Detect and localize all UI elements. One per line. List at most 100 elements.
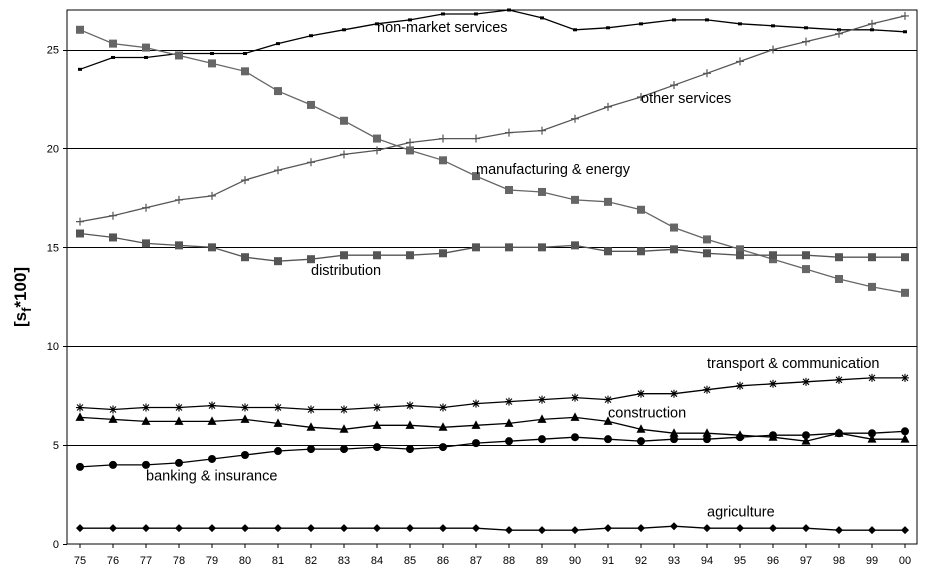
data-point-banking-insurance-81 xyxy=(274,447,282,456)
series-manufacturing-energy xyxy=(76,25,909,297)
data-point-manufacturing-energy-90 xyxy=(571,195,579,204)
data-point-non-market-services-87 xyxy=(474,12,478,16)
data-point-agriculture-82 xyxy=(307,524,315,533)
data-point-distribution-84 xyxy=(373,251,381,260)
series-transport-communication xyxy=(76,373,909,414)
data-point-non-market-services-82 xyxy=(309,34,313,38)
data-point-transport-communication-80 xyxy=(241,403,249,412)
data-point-banking-insurance-88 xyxy=(505,437,513,446)
data-point-transport-communication-88 xyxy=(505,397,513,406)
data-point-construction-99 xyxy=(867,434,877,443)
data-point-transport-communication-75 xyxy=(76,403,84,412)
data-point-other-services-95 xyxy=(736,57,744,66)
data-point-other-services-88 xyxy=(505,128,513,137)
series-line-construction xyxy=(79,416,905,442)
data-point-non-market-services-81 xyxy=(276,42,280,46)
series-label-distribution: distribution xyxy=(311,263,381,279)
x-tick-label-90: 90 xyxy=(569,555,581,567)
y-tick-label-5: 5 xyxy=(53,440,59,452)
series-label-other-services: other services xyxy=(641,91,731,107)
data-point-manufacturing-energy-89 xyxy=(538,187,546,196)
y-tick-label-20: 20 xyxy=(47,143,59,155)
data-point-other-services-75 xyxy=(76,217,84,226)
data-point-banking-insurance-98 xyxy=(835,429,843,438)
data-point-transport-communication-81 xyxy=(274,403,282,412)
data-point-agriculture-83 xyxy=(340,524,348,533)
data-point-transport-communication-93 xyxy=(670,389,678,398)
data-point-agriculture-86 xyxy=(439,524,447,533)
y-axis-label: [sf*100] xyxy=(11,267,34,327)
x-tick-label-80: 80 xyxy=(239,555,251,567)
x-tick-label-85: 85 xyxy=(404,555,416,567)
data-point-agriculture-85 xyxy=(406,524,414,533)
data-point-construction-88 xyxy=(504,418,514,427)
data-point-construction-79 xyxy=(207,416,217,425)
data-point-other-services-87 xyxy=(472,134,480,143)
data-point-non-market-services-76 xyxy=(111,55,115,59)
data-point-non-market-services-99 xyxy=(870,28,874,32)
series-other-services xyxy=(76,11,909,226)
data-point-manufacturing-energy-93 xyxy=(670,223,678,232)
data-point-agriculture-92 xyxy=(637,524,645,533)
data-point-banking-insurance-80 xyxy=(241,451,249,459)
data-point-banking-insurance-82 xyxy=(307,445,315,454)
data-point-manufacturing-energy-82 xyxy=(307,100,315,109)
y-tick-label-25: 25 xyxy=(47,45,59,57)
data-point-manufacturing-energy-78 xyxy=(175,51,183,60)
x-tick-label-81: 81 xyxy=(272,555,284,567)
x-tick-label-83: 83 xyxy=(338,555,350,567)
data-point-banking-insurance-83 xyxy=(340,445,348,454)
series-label-non-market-services: non-market services xyxy=(377,20,508,36)
data-point-construction-86 xyxy=(438,422,448,431)
data-point-distribution-96 xyxy=(769,251,777,260)
data-point-distribution-90 xyxy=(571,241,579,250)
x-tick-labels: 75 76 77 78 79 80 81 82 83 84 85 86 87 88 89 90 91 92 93 94… xyxy=(74,544,911,567)
data-point-banking-insurance-89 xyxy=(538,435,546,444)
data-point-agriculture-77 xyxy=(142,524,150,533)
data-point-construction-77 xyxy=(141,416,151,425)
data-point-non-market-services-93 xyxy=(672,18,676,22)
data-point-manufacturing-energy-99 xyxy=(868,282,876,291)
data-point-manufacturing-energy-83 xyxy=(340,116,348,125)
y-tick-labels: 0 5 10 15 20 25 xyxy=(47,45,59,551)
data-point-manufacturing-energy-76 xyxy=(109,39,117,48)
data-point-distribution-75 xyxy=(76,229,84,238)
data-point-manufacturing-energy-88 xyxy=(505,185,513,194)
data-point-construction-91 xyxy=(603,416,613,425)
data-point-distribution-81 xyxy=(274,257,282,266)
data-point-non-market-services-95 xyxy=(738,22,742,26)
x-tick-label-87: 87 xyxy=(470,555,482,567)
data-point-construction-93 xyxy=(669,428,679,437)
data-point-other-services-79 xyxy=(208,191,216,200)
x-tick-label-99: 99 xyxy=(866,555,878,567)
data-point-transport-communication-79 xyxy=(208,401,216,410)
data-point-other-services-89 xyxy=(538,126,546,135)
data-point-non-market-services-85 xyxy=(408,18,412,22)
data-point-other-services-82 xyxy=(307,158,315,167)
data-point-distribution-99 xyxy=(868,253,876,262)
x-tick-label-75: 75 xyxy=(74,555,86,567)
data-point-transport-communication-95 xyxy=(736,381,744,390)
series-line-non-market-services xyxy=(79,9,906,70)
data-point-manufacturing-energy-95 xyxy=(736,245,744,254)
data-point-construction-81 xyxy=(273,418,283,427)
data-point-construction-80 xyxy=(240,414,250,423)
data-point-non-market-services-86 xyxy=(441,12,445,16)
data-point-other-services-00 xyxy=(901,11,909,20)
data-point-construction-90 xyxy=(570,412,580,421)
data-point-non-market-services-75 xyxy=(78,67,82,71)
data-point-banking-insurance-97 xyxy=(802,431,810,440)
data-point-non-market-services-84 xyxy=(375,22,379,26)
data-point-distribution-92 xyxy=(637,247,645,256)
x-tick-label-00: 00 xyxy=(899,555,911,567)
data-point-non-market-services-79 xyxy=(210,52,214,56)
series-label-agriculture: agriculture xyxy=(707,504,775,520)
data-point-banking-insurance-87 xyxy=(472,439,480,448)
data-point-banking-insurance-86 xyxy=(439,443,447,452)
x-tick-label-95: 95 xyxy=(734,555,746,567)
data-point-distribution-82 xyxy=(307,255,315,264)
y-tick-label-0: 0 xyxy=(53,539,59,551)
y-tick-label-10: 10 xyxy=(47,341,59,353)
data-point-transport-communication-83 xyxy=(340,405,348,414)
data-point-distribution-79 xyxy=(208,243,216,252)
